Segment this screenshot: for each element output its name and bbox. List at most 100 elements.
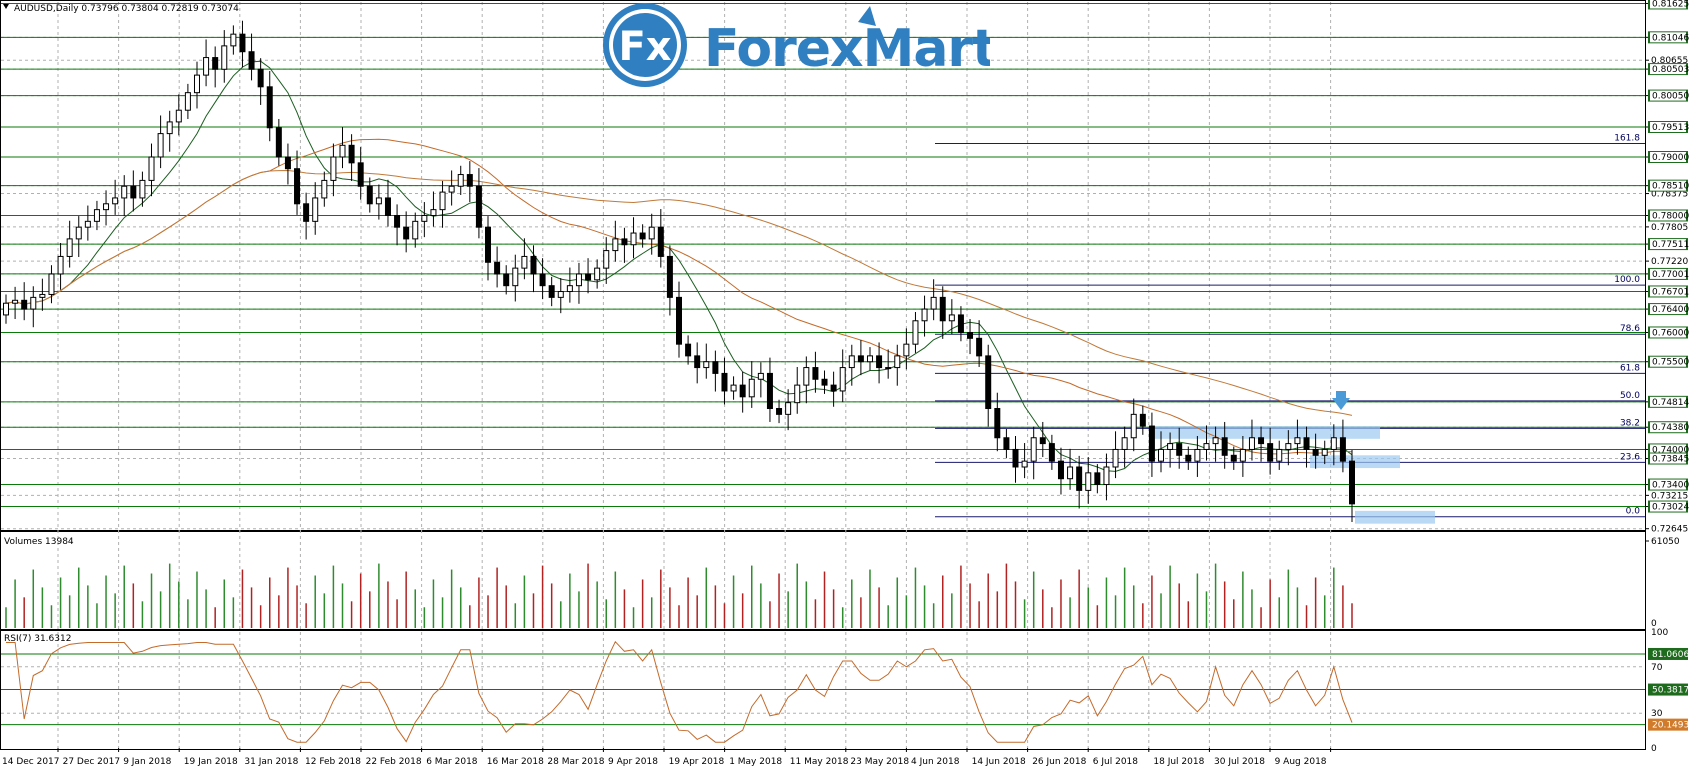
candle-bear <box>1303 437 1310 450</box>
x-tick-label: 19 Jan 2018 <box>184 757 238 767</box>
price-box-inner <box>1650 90 1686 101</box>
price-box-inner <box>1650 239 1686 250</box>
price-box-inner <box>1650 268 1686 279</box>
candle-bear <box>694 355 701 369</box>
price-box-label: 0.73845 <box>1652 455 1689 465</box>
candle-bear <box>1139 413 1146 427</box>
candle-bull <box>1067 466 1074 480</box>
candles <box>3 20 1355 522</box>
candle-bull <box>948 314 955 322</box>
candle-bear <box>939 296 946 322</box>
candle-bull <box>757 372 764 380</box>
candle-bear <box>876 355 883 369</box>
candle-bear <box>657 226 664 257</box>
candle-bear <box>776 408 783 415</box>
x-tick-label: 18 Jul 2018 <box>1153 757 1204 767</box>
vol-tick-label: 0 <box>1651 619 1657 629</box>
moving-averages <box>5 60 1353 472</box>
candle-bear <box>384 197 391 216</box>
candle-bull <box>66 238 73 257</box>
candle-bear <box>284 156 291 170</box>
candle-bear <box>275 127 282 158</box>
fib-level-label: 0.0 <box>1626 507 1641 517</box>
candle-bull <box>221 45 228 70</box>
candle-bull <box>785 402 792 415</box>
candle-bull <box>448 185 455 193</box>
candle-bear <box>1185 454 1192 462</box>
candle-bull <box>575 273 582 287</box>
price-box-inner <box>1650 0 1686 9</box>
candle-bull <box>321 179 328 199</box>
candle-bear <box>821 378 828 386</box>
candle-bull <box>1203 443 1210 450</box>
candle-bull <box>330 156 337 181</box>
candle-bear <box>1221 437 1228 456</box>
candle-bear <box>1312 448 1319 456</box>
rsi-price-label: 20.1493 <box>1652 721 1689 731</box>
rsi-tick-label: 30 <box>1651 709 1663 719</box>
candle-bull <box>1194 448 1201 462</box>
candle-bull <box>594 267 601 281</box>
candle-bear <box>1012 448 1019 468</box>
candle-bear <box>266 86 273 129</box>
price-box-inner <box>1650 396 1686 407</box>
fib-level-label: 100.0 <box>1614 275 1640 285</box>
candle-bull <box>48 273 55 295</box>
price-box-inner <box>1650 121 1686 132</box>
candle-bull <box>1330 437 1337 450</box>
candle-bull <box>421 214 428 222</box>
y-tick-label: 0.78375 <box>1651 190 1688 200</box>
candle-bull <box>439 191 446 211</box>
candle-bull <box>1276 448 1283 462</box>
fib-level-label: 61.8 <box>1620 363 1640 373</box>
candle-bull <box>184 92 191 111</box>
fibonacci-levels: 161.8 100.0 78.6 61.8 50.0 38.2 23.6 0.0 <box>935 134 1645 518</box>
support-zones <box>1150 426 1435 524</box>
price-box-inner <box>1650 356 1686 367</box>
candle-bull <box>848 355 855 369</box>
candle-bear <box>303 203 310 222</box>
candle-bull <box>430 209 437 216</box>
candle-bull <box>603 250 610 269</box>
candle-bull <box>512 267 519 287</box>
x-tick-label: 19 Apr 2018 <box>669 757 725 767</box>
candle-bull <box>75 226 82 240</box>
candle-bull <box>1321 448 1328 456</box>
candle-bear <box>830 384 837 392</box>
x-tick-label: 6 Jul 2018 <box>1093 757 1138 767</box>
price-box-inner <box>1650 453 1686 464</box>
price-box-label: 0.73400 <box>1652 481 1689 491</box>
x-tick-label: 27 Dec 2017 <box>63 757 121 767</box>
logo-badge-text: Fx <box>618 24 671 70</box>
price-box-label: 0.79513 <box>1652 123 1689 133</box>
candle-bull <box>93 209 100 222</box>
ma-fast-line <box>5 60 1353 472</box>
rsi-price-box <box>1648 647 1688 660</box>
candle-bear <box>685 343 692 357</box>
candle-bull <box>748 378 755 398</box>
candle-bear <box>585 273 592 281</box>
price-box-label: 0.73024 <box>1652 503 1689 513</box>
candle-bull <box>803 367 810 386</box>
candle-bear <box>994 408 1001 439</box>
candle-bull <box>912 320 919 345</box>
rsi-indicator: 100 70 30 0 81.0606 50.3817 20.1493 <box>1 628 1689 754</box>
candle-bull <box>521 255 528 269</box>
price-box-label: 0.77001 <box>1652 270 1689 280</box>
symbol-header: AUDUSD,Daily 0.73796 0.73804 0.72819 0.7… <box>14 4 239 14</box>
price-box-inner <box>1650 286 1686 297</box>
price-box-label: 0.80503 <box>1652 65 1689 75</box>
rsi-price-label: 50.3817 <box>1652 686 1689 696</box>
candle-bull <box>1239 448 1246 462</box>
ma-slow-line <box>5 169 1353 416</box>
price-box-inner <box>1650 152 1686 162</box>
candle-bear <box>248 51 255 70</box>
price-box-label: 0.80050 <box>1652 92 1689 102</box>
candle-bear <box>503 273 510 287</box>
candle-bull <box>921 308 928 322</box>
price-box-label: 0.78510 <box>1652 182 1689 192</box>
price-box-label: 0.76000 <box>1652 328 1689 338</box>
rsi-title: RSI(7) 31.6312 <box>4 634 71 644</box>
candle-bear <box>257 68 264 88</box>
